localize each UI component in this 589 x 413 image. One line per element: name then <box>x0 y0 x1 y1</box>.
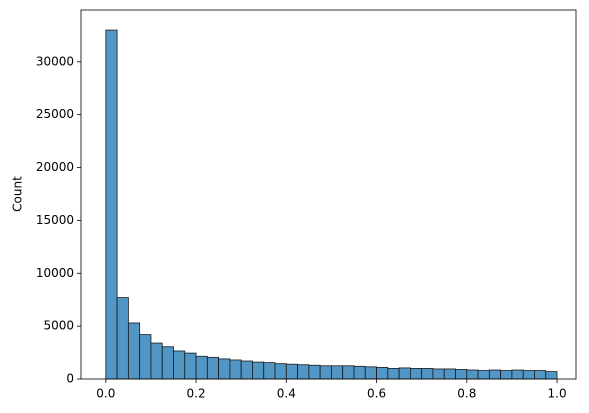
bar <box>376 366 389 380</box>
bar <box>229 359 242 380</box>
x-tick-label: 1.0 <box>548 387 567 401</box>
bar <box>252 361 265 380</box>
bar <box>285 363 298 380</box>
bar <box>173 350 186 380</box>
plot-frame <box>80 9 577 380</box>
bar <box>511 369 524 380</box>
bar <box>105 29 118 380</box>
bar <box>432 368 445 380</box>
bar <box>184 352 197 380</box>
bar <box>364 366 377 380</box>
y-tick-label: 25000 <box>36 107 74 121</box>
bar <box>116 297 129 380</box>
x-tick-label: 0.0 <box>96 387 115 401</box>
bar <box>331 365 344 380</box>
bar <box>206 356 220 380</box>
y-tick-label: 5000 <box>43 319 74 333</box>
bar <box>195 355 208 380</box>
bar <box>443 368 456 380</box>
bar <box>477 370 490 380</box>
bar <box>421 368 434 380</box>
bar <box>409 368 423 380</box>
y-tick-label: 20000 <box>36 160 74 174</box>
bar <box>240 360 253 380</box>
bar <box>150 342 163 380</box>
bar <box>274 363 287 380</box>
bar <box>127 322 141 380</box>
y-tick-label: 10000 <box>36 266 74 280</box>
y-axis-label: Count <box>11 176 25 212</box>
bar <box>263 362 276 380</box>
bar <box>488 369 502 380</box>
bar <box>139 334 152 380</box>
bar <box>534 370 547 380</box>
x-tick-label: 0.4 <box>277 387 296 401</box>
y-tick-label: 30000 <box>36 54 74 68</box>
bar <box>297 364 310 380</box>
bar <box>500 370 513 380</box>
bar <box>353 365 366 380</box>
x-tick-label: 0.8 <box>457 387 476 401</box>
x-tick-label: 0.2 <box>187 387 206 401</box>
bar <box>522 370 535 380</box>
bar <box>466 369 479 380</box>
bar <box>342 365 355 380</box>
bar <box>319 365 332 380</box>
bar <box>387 368 400 380</box>
y-tick-label: 15000 <box>36 213 74 227</box>
bar <box>161 346 174 380</box>
bar <box>545 371 558 380</box>
y-tick-label: 0 <box>66 372 74 386</box>
x-tick-label: 0.6 <box>367 387 386 401</box>
bar <box>455 369 468 380</box>
bar <box>308 364 321 380</box>
bar <box>218 358 231 380</box>
bar <box>398 367 411 380</box>
